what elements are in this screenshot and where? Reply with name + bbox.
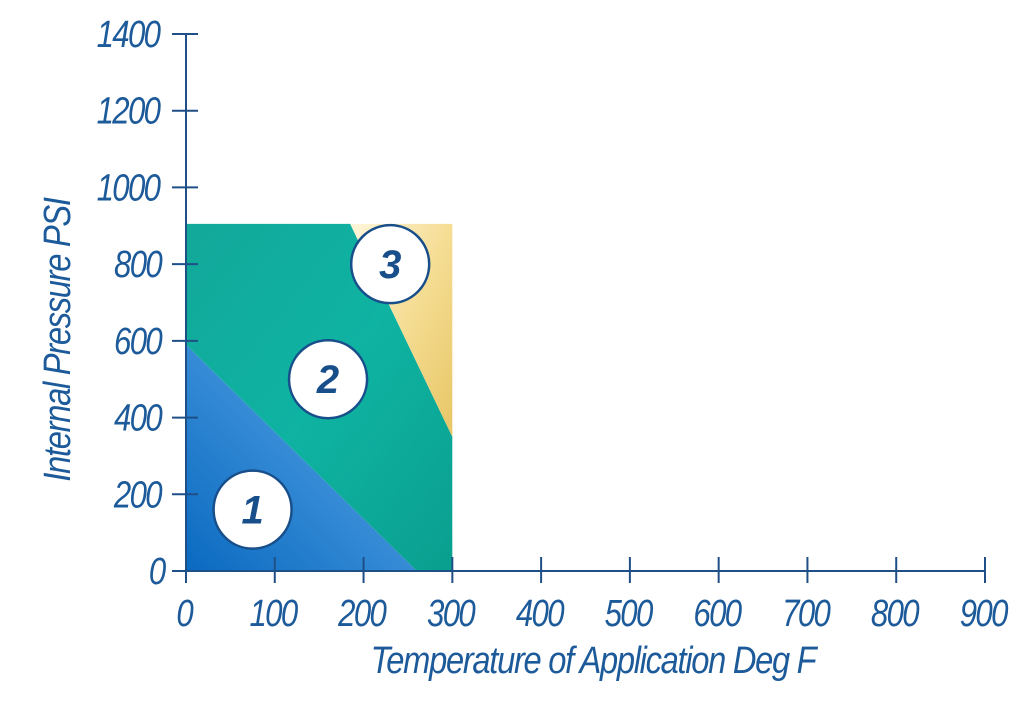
zone-2-marker: 2 [287, 338, 369, 420]
y-tick-label: 600 [114, 321, 163, 363]
zone-3-label: 3 [379, 243, 401, 287]
x-axis-title: Temperature of Application Deg F [371, 639, 819, 682]
x-tick-label: 300 [427, 593, 476, 635]
y-axis-title: Internal Pressure PSI [36, 197, 79, 482]
y-tick-label: 800 [114, 244, 163, 286]
x-tick-label: 0 [176, 593, 194, 635]
zone-3-circle [349, 223, 431, 305]
zone-1-marker: 1 [212, 469, 293, 550]
zone-2-label: 2 [316, 358, 339, 402]
y-tick-label: 1000 [97, 168, 162, 210]
zone-3-marker: 3 [349, 223, 431, 305]
zone-markers: 1 2 3 [212, 223, 431, 550]
x-tick-label: 800 [871, 593, 920, 635]
x-tick-label: 700 [782, 593, 831, 635]
zone-2-circle [287, 338, 369, 420]
x-tick-label: 600 [693, 593, 742, 635]
y-tick-label: 400 [114, 398, 163, 440]
axes-layer [185, 34, 985, 572]
x-tick-label: 100 [249, 593, 298, 635]
x-ticks: 0 100 200 300 400 500 600 700 800 900 [176, 557, 1011, 635]
zone-1-circle [212, 469, 293, 550]
y-tick-label: 200 [113, 474, 163, 516]
x-tick-label: 500 [605, 593, 654, 635]
y-tick-label: 1400 [97, 14, 162, 56]
y-ticks: 0 200 400 600 800 1000 1200 1400 [97, 14, 198, 593]
y-tick-label: 0 [149, 551, 167, 593]
x-tick-label: 400 [516, 593, 565, 635]
y-tick-label: 1200 [97, 91, 162, 133]
zone-1-label: 1 [241, 489, 263, 533]
x-tick-label: 900 [960, 593, 1009, 635]
x-tick-label: 200 [337, 593, 387, 635]
